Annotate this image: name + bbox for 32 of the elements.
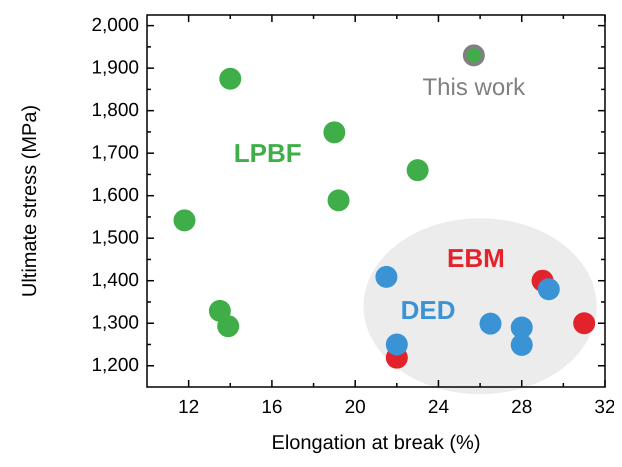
point: [462, 44, 485, 66]
y-axis-title: Ultimate stress (MPa): [19, 104, 41, 298]
x-tick-label: 16: [261, 397, 282, 418]
x-tick-label: 12: [178, 397, 200, 418]
series-label: EBM: [447, 242, 505, 273]
point: [323, 121, 346, 144]
y-tick-label: 1,400: [91, 270, 139, 292]
series-label: This work: [422, 74, 526, 101]
y-tick-label: 1,300: [91, 312, 139, 334]
point: [480, 312, 502, 335]
x-tick-label: 20: [344, 397, 366, 418]
y-tick-label: 1,900: [91, 58, 139, 79]
y-tick-label: 1,500: [91, 228, 139, 249]
y-tick-label: 1,600: [91, 185, 139, 206]
x-tick-label: 24: [428, 397, 450, 418]
point: [219, 68, 242, 90]
series-label: LPBF: [234, 138, 302, 168]
point: [328, 189, 350, 212]
point: [538, 278, 560, 300]
y-tick-label: 1,200: [91, 355, 139, 376]
y-tick-label: 1,800: [91, 100, 139, 122]
point: [173, 209, 196, 232]
y-tick-label: 2,000: [91, 15, 139, 36]
x-tick-label: 28: [511, 397, 532, 418]
series-label: DED: [400, 295, 456, 326]
point: [386, 333, 408, 356]
x-axis-title: Elongation at break (%): [271, 432, 481, 454]
point: [217, 315, 240, 338]
point: [573, 312, 596, 334]
point: [375, 266, 398, 288]
point: [406, 159, 429, 182]
y-tick-label: 1,700: [91, 142, 139, 164]
